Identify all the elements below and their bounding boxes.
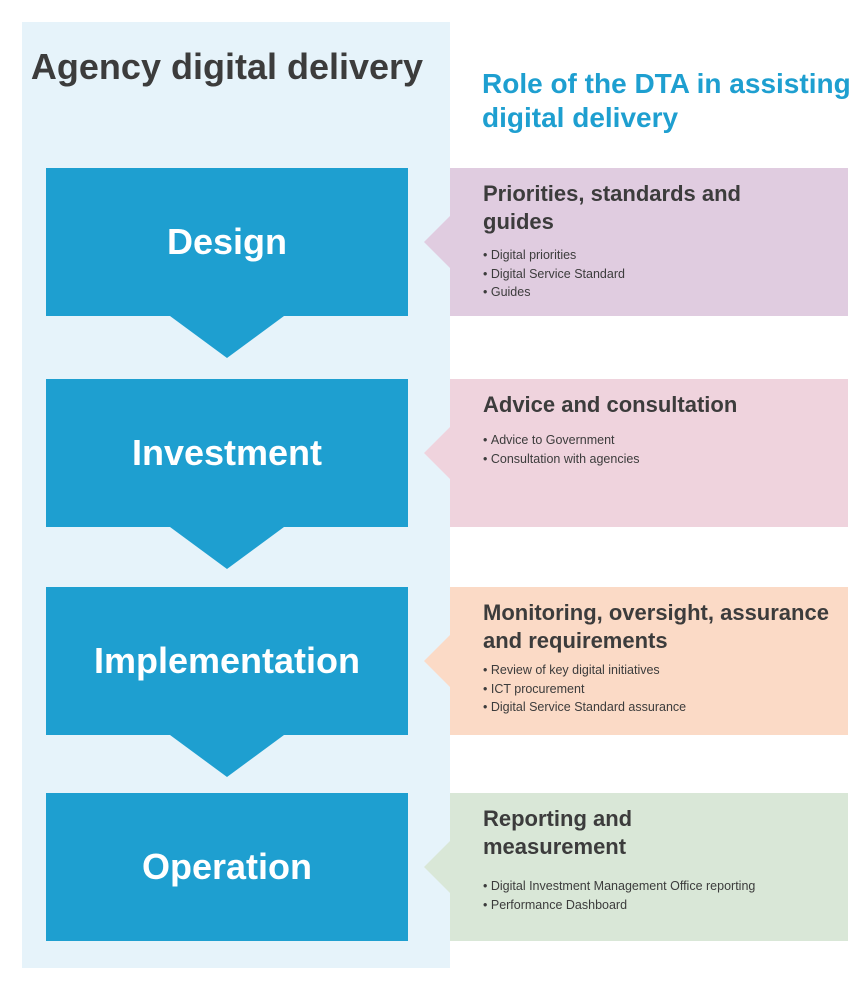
pointer-left-icon (424, 635, 450, 687)
dta-role-heading: Role of the DTA in assisting digital del… (482, 68, 851, 133)
stage-implementation: Implementation (46, 587, 408, 735)
pointer-left-icon (424, 216, 450, 268)
role-item: Advice to Government (483, 431, 640, 450)
stage-label: Operation (141, 846, 312, 887)
pointer-left-icon (424, 427, 450, 479)
role-item-list: Review of key digital initiatives ICT pr… (483, 661, 686, 717)
role-item: Guides (483, 283, 625, 302)
role-item: Digital priorities (483, 246, 625, 265)
role-item: Digital Investment Management Office rep… (483, 877, 755, 896)
role-title: Reporting and measurement (483, 806, 633, 859)
role-item-list: Digital Investment Management Office rep… (483, 877, 755, 914)
role-card-reporting: Reporting and measurement Digital Invest… (424, 793, 848, 941)
role-item: Digital Service Standard (483, 265, 625, 284)
stage-design: Design (46, 168, 408, 316)
stage-label: Investment (131, 432, 323, 473)
role-item-list: Advice to Government Consultation with a… (483, 431, 640, 468)
stage-investment: Investment (46, 379, 408, 527)
pointer-left-icon (424, 841, 450, 893)
role-item-list: Digital priorities Digital Service Stand… (483, 246, 625, 302)
role-card-monitoring: Monitoring, oversight, assurance and req… (424, 587, 848, 735)
role-title: Advice and consultation (483, 392, 738, 417)
role-item: Performance Dashboard (483, 896, 755, 915)
role-item: ICT procurement (483, 680, 686, 699)
role-title: Monitoring, oversight, assurance and req… (483, 600, 829, 653)
arrow-down-icon (170, 735, 284, 777)
arrow-down-icon (170, 316, 284, 358)
role-item: Review of key digital initiatives (483, 661, 686, 680)
role-item: Digital Service Standard assurance (483, 698, 686, 717)
stage-label: Design (166, 221, 288, 262)
role-card-advice: Advice and consultation Advice to Govern… (424, 379, 848, 527)
stage-operation: Operation (46, 793, 408, 941)
role-item: Consultation with agencies (483, 450, 640, 469)
role-title: Priorities, standards and guides (483, 181, 741, 234)
role-card-priorities: Priorities, standards and guides Digital… (424, 168, 848, 316)
agency-heading: Agency digital delivery (30, 46, 424, 87)
arrow-down-icon (170, 527, 284, 569)
stage-label: Implementation (93, 640, 361, 681)
